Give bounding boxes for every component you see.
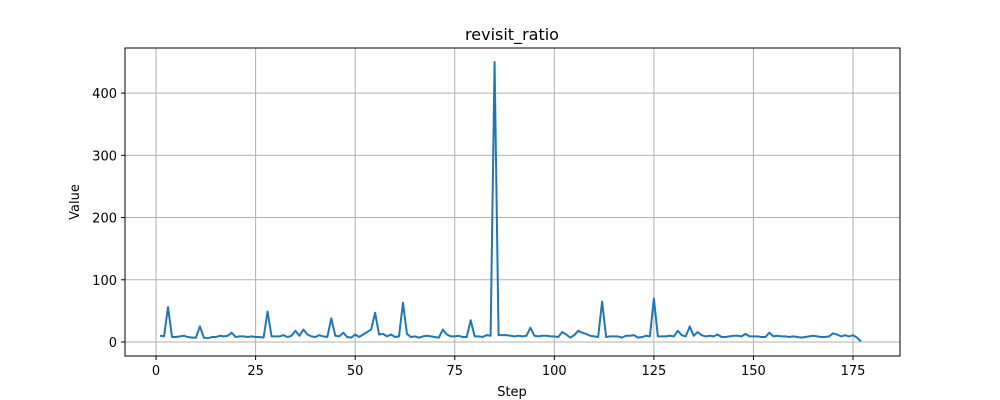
x-tick-label: 150 — [741, 364, 766, 379]
x-tick-label: 125 — [641, 364, 666, 379]
y-tick-label: 300 — [92, 149, 117, 164]
x-tick-label: 50 — [347, 364, 364, 379]
x-tick-label: 0 — [152, 364, 160, 379]
x-axis-label: Step — [497, 385, 527, 400]
chart-title: revisit_ratio — [465, 25, 559, 45]
y-tick-label: 100 — [92, 274, 117, 289]
grid — [125, 48, 900, 356]
series-layer — [159, 61, 862, 343]
y-tick-label: 400 — [92, 87, 117, 102]
y-tick-label: 200 — [92, 212, 117, 227]
ticks: 0 25 50 75 100 125 150 175 0 100 200 300 400 — [92, 87, 865, 379]
x-tick-label: 75 — [446, 364, 463, 379]
x-tick-label: 100 — [542, 364, 567, 379]
plot-frame — [124, 47, 901, 357]
x-tick-label: 175 — [841, 364, 866, 379]
y-axis-label: Value — [68, 184, 83, 220]
y-tick-label: 0 — [109, 336, 117, 351]
x-tick-label: 25 — [247, 364, 264, 379]
